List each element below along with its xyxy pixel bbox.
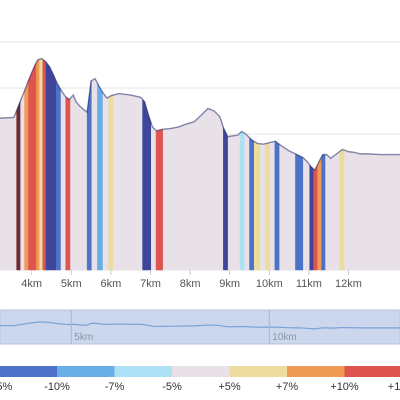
grade-segment <box>0 110 17 271</box>
grade-segment <box>309 164 314 271</box>
grade-segment <box>249 137 255 271</box>
grade-segment <box>239 131 245 271</box>
grade-segment <box>260 143 266 271</box>
grade-segment <box>151 123 157 271</box>
grade-segment <box>60 89 66 271</box>
grade-segment <box>317 156 322 271</box>
grade-segment <box>279 143 296 271</box>
legend-label: +7% <box>276 381 299 393</box>
grade-segment <box>91 78 98 271</box>
elevation-outline <box>0 57 400 172</box>
elevation-area[interactable] <box>0 58 400 271</box>
grade-segment <box>24 80 29 271</box>
grade-segment <box>155 128 164 271</box>
legend-swatch <box>172 366 230 377</box>
legend-label: -15% <box>0 381 13 393</box>
grade-segment <box>102 92 109 271</box>
grade-segment <box>20 90 25 271</box>
legend-label: +15% <box>388 381 400 393</box>
grade-segment <box>83 109 88 271</box>
elevation-line <box>0 57 400 172</box>
x-tick-label: 12km <box>335 278 362 290</box>
navigator-line <box>0 321 400 330</box>
legend-label: +5% <box>218 381 241 393</box>
grade-segment <box>254 141 261 271</box>
grade-legend: -15% -10% -7% -5% +5% +7% +10% +15% <box>0 366 400 393</box>
grade-segment <box>32 62 37 271</box>
grade-segment <box>39 58 44 271</box>
grade-segment <box>79 105 85 271</box>
legend-label: -5% <box>162 381 182 393</box>
grade-segment <box>51 70 57 271</box>
x-tick-label: 4km <box>21 278 42 290</box>
navigator-window[interactable] <box>0 309 400 345</box>
grade-segment <box>65 96 71 271</box>
x-tick-label: 10km <box>256 278 283 290</box>
grade-segment <box>36 58 40 271</box>
x-tick-label: 8km <box>180 278 201 290</box>
range-navigator[interactable]: 5km 10km <box>0 309 400 345</box>
legend-label: +10% <box>330 381 359 393</box>
x-tick-label: 11km <box>296 278 322 290</box>
grade-segment <box>142 98 152 271</box>
navigator-label: 5km <box>74 332 93 343</box>
grade-segment <box>295 153 304 271</box>
grade-segment <box>28 70 33 271</box>
grade-segment <box>70 94 76 271</box>
grade-segment <box>42 58 47 271</box>
grade-segment <box>325 150 341 271</box>
legend-swatch <box>229 366 287 377</box>
legend-swatch <box>114 366 172 377</box>
legend-swatch <box>344 366 400 377</box>
x-axis-ticks: 4km 5km 6km 7km 8km 9km 10km 11km 12km <box>21 270 362 290</box>
legend-swatch <box>287 366 345 377</box>
grade-segment <box>339 149 345 271</box>
grade-segment <box>227 132 241 271</box>
grade-segment <box>162 108 224 271</box>
grade-segment <box>55 81 62 271</box>
grade-segment <box>75 99 81 271</box>
grade-segment <box>313 164 318 271</box>
grade-segment <box>321 154 326 271</box>
grade-segment <box>269 140 276 271</box>
grade-segment <box>223 127 229 271</box>
x-tick-label: 5km <box>61 278 82 290</box>
grade-segment <box>344 149 400 271</box>
grade-segment <box>97 83 104 271</box>
legend-swatch <box>57 366 115 377</box>
legend-label: -7% <box>105 381 125 393</box>
grade-segment <box>108 94 114 271</box>
grade-segment <box>113 93 143 271</box>
grade-segment <box>45 61 52 271</box>
x-tick-label: 7km <box>140 278 161 290</box>
x-tick-label: 6km <box>101 278 122 290</box>
legend-label: -10% <box>44 381 70 393</box>
grade-segment <box>16 100 21 271</box>
x-tick-label: 9km <box>219 278 240 290</box>
legend-swatch <box>0 366 57 377</box>
grade-segment <box>265 142 271 271</box>
grade-segment <box>244 132 250 271</box>
grade-segment <box>274 140 280 271</box>
navigator-label: 10km <box>272 332 296 343</box>
grade-segment <box>303 157 310 271</box>
